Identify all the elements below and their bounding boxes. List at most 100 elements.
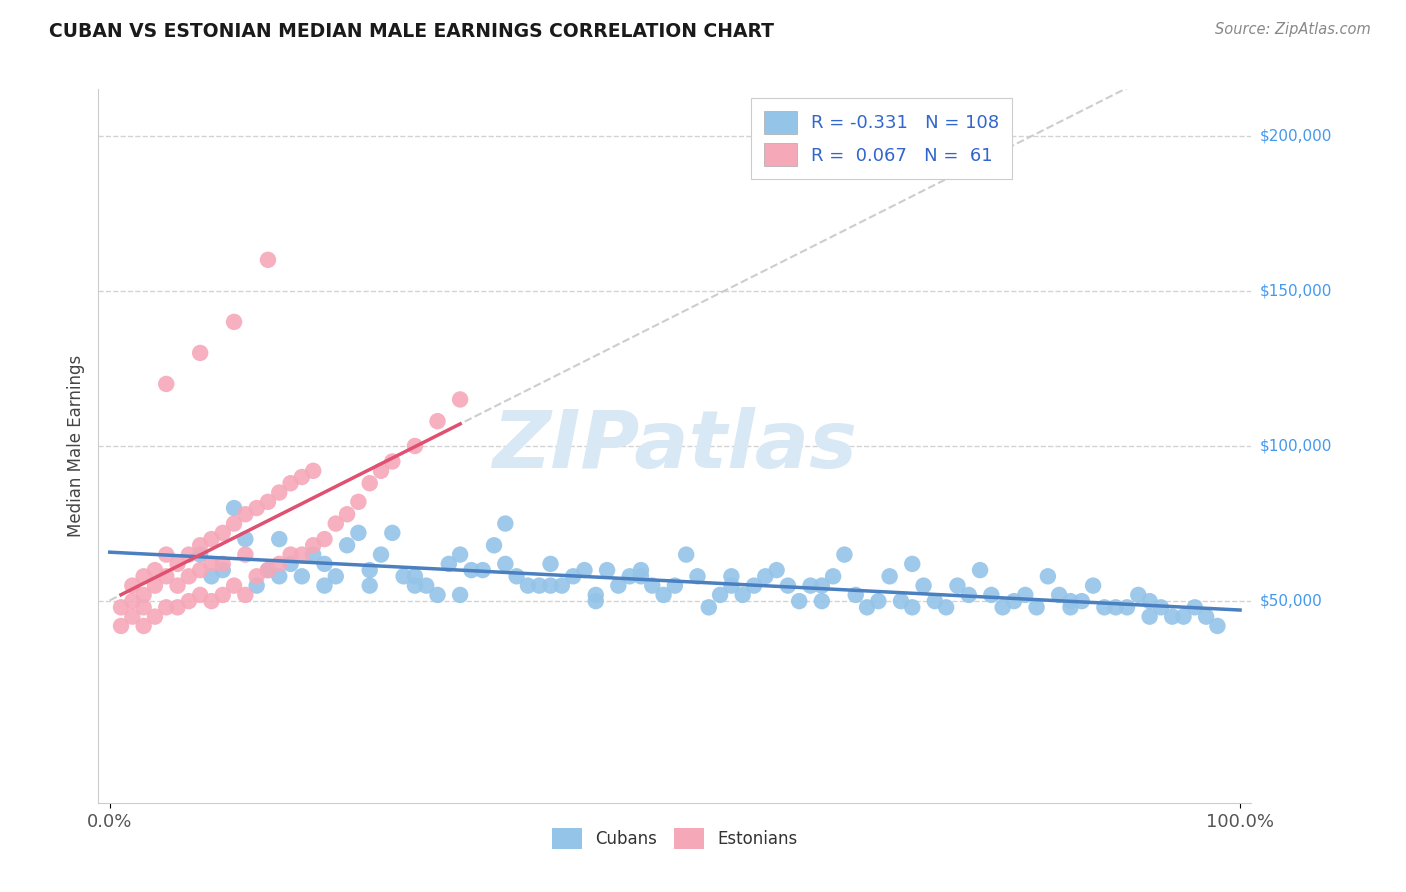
Point [314, 557, 336, 571]
Point [235, 588, 257, 602]
Point [222, 315, 245, 329]
Point [1081, 579, 1104, 593]
Point [222, 579, 245, 593]
Point [946, 579, 969, 593]
Point [969, 563, 991, 577]
Point [269, 532, 291, 546]
Point [1047, 588, 1070, 602]
Point [155, 600, 177, 615]
Point [302, 464, 325, 478]
Point [177, 569, 200, 583]
Point [280, 557, 302, 571]
Point [302, 538, 325, 552]
Point [188, 538, 211, 552]
Point [257, 252, 280, 267]
Point [697, 600, 720, 615]
Text: $150,000: $150,000 [1260, 284, 1331, 298]
Point [235, 508, 257, 522]
Point [823, 569, 845, 583]
Point [630, 569, 652, 583]
Point [868, 594, 890, 608]
Point [166, 600, 188, 615]
Point [1116, 600, 1139, 615]
Text: Source: ZipAtlas.com: Source: ZipAtlas.com [1215, 22, 1371, 37]
Point [314, 532, 336, 546]
Point [370, 548, 392, 562]
Point [381, 454, 404, 468]
Point [392, 569, 415, 583]
Legend: Cubans, Estonians: Cubans, Estonians [543, 818, 807, 859]
Point [1092, 600, 1115, 615]
Point [359, 579, 381, 593]
Point [686, 569, 709, 583]
Point [1014, 588, 1036, 602]
Point [1105, 600, 1128, 615]
Point [381, 525, 404, 540]
Point [585, 594, 607, 608]
Point [347, 495, 370, 509]
Text: $50,000: $50,000 [1260, 594, 1323, 608]
Point [709, 588, 731, 602]
Point [280, 476, 302, 491]
Point [188, 346, 211, 360]
Point [630, 563, 652, 577]
Point [246, 501, 269, 516]
Point [834, 548, 856, 562]
Point [132, 569, 155, 583]
Point [132, 588, 155, 602]
Point [1059, 594, 1081, 608]
Point [269, 485, 291, 500]
Point [188, 548, 211, 562]
Point [132, 600, 155, 615]
Text: $200,000: $200,000 [1260, 128, 1331, 144]
Text: ZIPatlas: ZIPatlas [492, 407, 858, 485]
Point [991, 600, 1014, 615]
Point [246, 569, 269, 583]
Point [257, 563, 280, 577]
Point [370, 464, 392, 478]
Point [426, 588, 449, 602]
Point [177, 548, 200, 562]
Point [404, 569, 426, 583]
Point [1139, 594, 1161, 608]
Point [359, 476, 381, 491]
Point [449, 548, 471, 562]
Point [188, 563, 211, 577]
Point [1173, 609, 1195, 624]
Point [585, 588, 607, 602]
Point [110, 619, 132, 633]
Point [856, 600, 879, 615]
Point [143, 579, 166, 593]
Point [924, 594, 946, 608]
Point [765, 563, 787, 577]
Point [935, 600, 957, 615]
Text: CUBAN VS ESTONIAN MEDIAN MALE EARNINGS CORRELATION CHART: CUBAN VS ESTONIAN MEDIAN MALE EARNINGS C… [49, 22, 775, 41]
Point [325, 569, 347, 583]
Point [155, 376, 177, 391]
Point [211, 525, 233, 540]
Point [110, 600, 132, 615]
Point [235, 548, 257, 562]
Point [754, 569, 776, 583]
Point [1184, 600, 1206, 615]
Point [302, 548, 325, 562]
Point [1161, 609, 1184, 624]
Point [720, 569, 742, 583]
Point [980, 588, 1002, 602]
Point [121, 579, 143, 593]
Point [811, 594, 834, 608]
Point [1002, 594, 1025, 608]
Point [482, 538, 505, 552]
Point [211, 588, 233, 602]
Point [540, 579, 562, 593]
Point [211, 557, 233, 571]
Point [257, 563, 280, 577]
Point [912, 579, 935, 593]
Point [494, 557, 516, 571]
Point [1195, 609, 1218, 624]
Point [1036, 569, 1059, 583]
Point [776, 579, 799, 593]
Point [188, 588, 211, 602]
Point [731, 588, 754, 602]
Point [404, 579, 426, 593]
